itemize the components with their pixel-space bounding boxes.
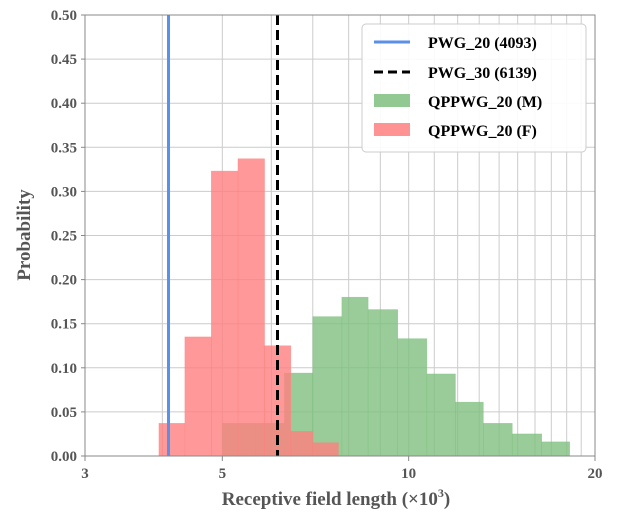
- legend-box: [361, 23, 587, 153]
- legend-label-pwg20: PWG_20 (4093): [428, 35, 537, 52]
- histogram-bar-qppwg-m: [312, 316, 343, 457]
- y-tick-label: 0.05: [51, 405, 77, 421]
- y-axis: 0.00 0.05 0.10 0.15 0.20 0.25 0.30 0.35 0.40 0.45…: [51, 8, 85, 465]
- y-tick-label: 0.50: [51, 8, 77, 24]
- histogram-bar-qppwg-m: [397, 338, 428, 457]
- x-tick-label: 10: [401, 466, 416, 482]
- bars: [158, 158, 570, 457]
- histogram-bar-qppwg-m: [426, 373, 456, 457]
- histogram-bar-qppwg-m: [541, 441, 570, 457]
- y-tick-label: 0.40: [51, 96, 77, 112]
- y-tick-label: 0.45: [51, 52, 77, 68]
- y-tick-label: 0.20: [51, 273, 77, 289]
- histogram-bar-qppwg-f: [184, 336, 212, 457]
- histogram-bar-qppwg-m: [482, 423, 513, 457]
- y-tick-label: 0.15: [51, 317, 77, 333]
- legend-label-qppwg-f: QPPWG_20 (F): [428, 123, 537, 140]
- histogram-bar-qppwg-m: [511, 433, 542, 457]
- histogram-bar-qppwg-m: [367, 309, 398, 457]
- histogram-bar-qppwg-f: [158, 423, 186, 457]
- x-tick-label: 5: [219, 466, 227, 482]
- y-tick-label: 0.10: [51, 361, 77, 377]
- y-tick-label: 0.30: [51, 184, 77, 200]
- histogram-bar-qppwg-m: [455, 401, 484, 457]
- x-axis: 3 5 10 20: [81, 456, 603, 482]
- y-axis-title: Probability: [14, 189, 35, 281]
- histogram-bar-qppwg-f: [290, 431, 314, 457]
- histogram-bar-qppwg-f: [312, 442, 339, 457]
- x-tick-label: 20: [588, 466, 603, 482]
- legend-label-pwg30: PWG_30 (6139): [428, 65, 537, 82]
- histogram-bar-qppwg-f: [211, 170, 239, 457]
- legend-label-qppwg-m: QPPWG_20 (M): [428, 94, 542, 111]
- histogram-bar-qppwg-m: [341, 296, 369, 457]
- y-tick-label: 0.35: [51, 140, 77, 156]
- y-tick-label: 0.25: [51, 229, 77, 245]
- x-tick-label: 3: [81, 466, 89, 482]
- legend-swatch-qppwg-m: [374, 94, 410, 107]
- reference-lines: [167, 15, 279, 456]
- legend: PWG_20 (4093) PWG_30 (6139) QPPWG_20 (M)…: [361, 23, 587, 153]
- x-axis-title: Receptive field length (×103): [222, 486, 450, 510]
- y-tick-label: 0.00: [51, 449, 77, 465]
- legend-swatch-qppwg-f: [374, 123, 410, 136]
- histogram-bar-qppwg-f: [237, 158, 265, 457]
